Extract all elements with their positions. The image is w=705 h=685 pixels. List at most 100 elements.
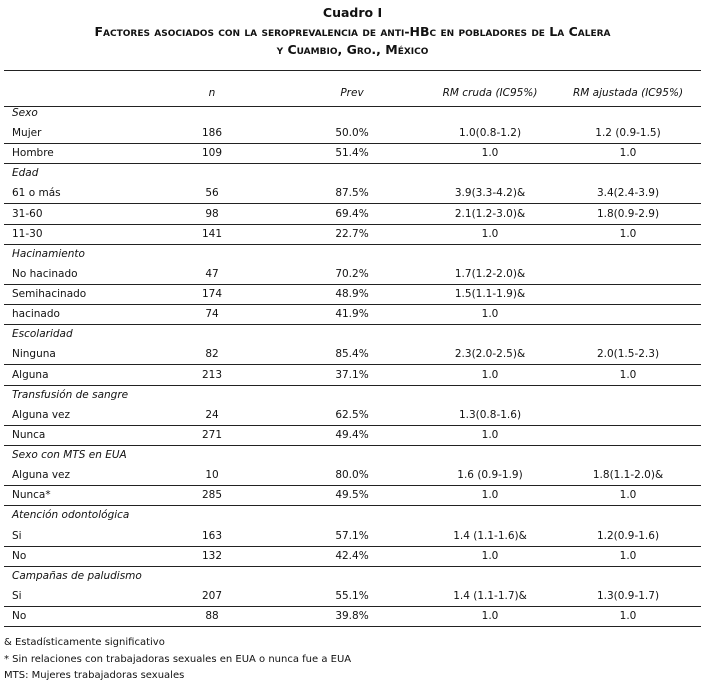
cell: 1.0 bbox=[619, 610, 637, 622]
rule bbox=[4, 605, 701, 607]
cell: 1.0 bbox=[481, 549, 499, 562]
cell: 186 bbox=[201, 127, 223, 140]
cell: 1.0 bbox=[619, 368, 637, 381]
cell: 41.9% bbox=[335, 308, 369, 321]
cell: 109 bbox=[201, 147, 223, 160]
cell: 1.8(0.9-2.9) bbox=[596, 207, 660, 220]
cell: 1.5(1.1-1.9)& bbox=[454, 288, 526, 301]
cell: 1.0 bbox=[481, 428, 499, 441]
cell: 47 bbox=[205, 267, 219, 280]
row-label: Alguna vez bbox=[12, 408, 71, 421]
rule bbox=[4, 203, 701, 205]
group-label: Edad bbox=[12, 167, 39, 180]
cell: 62.5% bbox=[335, 408, 369, 421]
cell: 22.7% bbox=[335, 227, 369, 240]
rule bbox=[4, 485, 701, 487]
cell: 1.0 bbox=[481, 489, 499, 502]
group-label: Campañas de paludismo bbox=[12, 569, 142, 582]
cell: 1.3(0.9-1.7) bbox=[596, 589, 660, 602]
rule bbox=[4, 143, 701, 145]
rule bbox=[4, 106, 701, 107]
group-label: Escolaridad bbox=[12, 328, 73, 341]
rule bbox=[4, 384, 701, 386]
cell: 1.0 bbox=[481, 227, 499, 240]
cell: 48.9% bbox=[335, 288, 369, 301]
row-label: Si bbox=[12, 529, 22, 542]
row-label: No bbox=[12, 610, 27, 622]
cell: 2.0(1.5-2.3) bbox=[596, 348, 660, 361]
cell: 1.0 bbox=[619, 489, 637, 502]
row-label: 11-30 bbox=[12, 227, 43, 240]
cell: 163 bbox=[201, 529, 223, 542]
cell: 55.1% bbox=[335, 589, 369, 602]
cell: 1.4 (1.1-1.6)& bbox=[453, 529, 527, 542]
cell: 24 bbox=[205, 408, 219, 421]
row-label: Si bbox=[12, 589, 22, 602]
cell: 285 bbox=[201, 489, 223, 502]
caption: Cuadro I bbox=[322, 5, 383, 20]
row-label: No hacinado bbox=[12, 267, 78, 280]
cell: 1.0(0.8-1.2) bbox=[458, 127, 522, 140]
footnote: & Estadísticamente significativo bbox=[4, 637, 165, 648]
rule bbox=[4, 444, 701, 446]
cell: 88 bbox=[205, 610, 219, 622]
cell: 174 bbox=[201, 288, 223, 301]
cell: 132 bbox=[201, 549, 223, 562]
cell: 2.3(2.0-2.5)& bbox=[454, 348, 526, 361]
group-label: Sexo con MTS en EUA bbox=[12, 449, 127, 462]
cell: 42.4% bbox=[335, 549, 369, 562]
rule bbox=[4, 505, 701, 507]
footnote: MTS: Mujeres trabajadoras sexuales bbox=[4, 670, 185, 681]
cell: 3.4(2.4-3.9) bbox=[596, 187, 660, 200]
title: Factores asociados con la seroprevalenci… bbox=[94, 24, 611, 39]
rule bbox=[4, 565, 701, 567]
group-label: Atención odontológica bbox=[12, 509, 130, 522]
column-header: RM ajustada (IC95%) bbox=[572, 87, 684, 99]
cell: 85.4% bbox=[335, 348, 369, 361]
row-label: Semihacinado bbox=[12, 288, 87, 301]
rule bbox=[4, 223, 701, 225]
footnote: * Sin relaciones con trabajadoras sexual… bbox=[4, 653, 352, 665]
rule bbox=[4, 70, 701, 71]
cell: 141 bbox=[201, 227, 223, 240]
cell: 1.7(1.2-2.0)& bbox=[454, 267, 526, 280]
row-label: hacinado bbox=[12, 308, 60, 321]
cell: 1.3(0.8-1.6) bbox=[458, 408, 522, 421]
cell: 80.0% bbox=[335, 469, 369, 482]
cell: 39.8% bbox=[335, 610, 369, 622]
column-header: RM cruda (IC95%) bbox=[442, 87, 538, 99]
cell: 1.0 bbox=[481, 610, 499, 622]
cell: 74 bbox=[205, 308, 219, 321]
row-label: Alguna vez bbox=[12, 469, 71, 482]
rule bbox=[4, 324, 701, 326]
cell: 1.2 (0.9-1.5) bbox=[595, 127, 661, 140]
rule bbox=[4, 545, 701, 547]
cell: 69.4% bbox=[335, 207, 369, 220]
cell: 70.2% bbox=[335, 267, 369, 280]
cell: 207 bbox=[201, 589, 223, 602]
cell: 82 bbox=[205, 348, 219, 361]
cell: 1.2(0.9-1.6) bbox=[596, 529, 660, 542]
cell: 1.0 bbox=[619, 549, 637, 562]
cell: 213 bbox=[201, 368, 223, 381]
cell: 1.0 bbox=[619, 147, 637, 160]
cell: 49.4% bbox=[335, 428, 369, 441]
cell: 87.5% bbox=[335, 187, 369, 200]
rule bbox=[4, 424, 701, 426]
cell: 56 bbox=[205, 187, 219, 200]
row-label: Alguna bbox=[12, 368, 49, 381]
cell: 1.8(1.1-2.0)& bbox=[592, 469, 664, 482]
cell: 1.6 (0.9-1.9) bbox=[457, 469, 523, 482]
group-label: Transfusión de sangre bbox=[12, 388, 129, 401]
group-label: Sexo bbox=[12, 107, 38, 119]
row-label: No bbox=[12, 549, 27, 562]
cell: 98 bbox=[205, 207, 219, 220]
row-label: Nunca bbox=[12, 428, 46, 441]
row-label: 31-60 bbox=[12, 207, 43, 220]
cell: 57.1% bbox=[335, 529, 369, 542]
rule bbox=[4, 364, 701, 366]
cell: 49.5% bbox=[335, 489, 369, 502]
group-label: Hacinamiento bbox=[12, 247, 85, 260]
column-header: Prev bbox=[340, 87, 364, 99]
